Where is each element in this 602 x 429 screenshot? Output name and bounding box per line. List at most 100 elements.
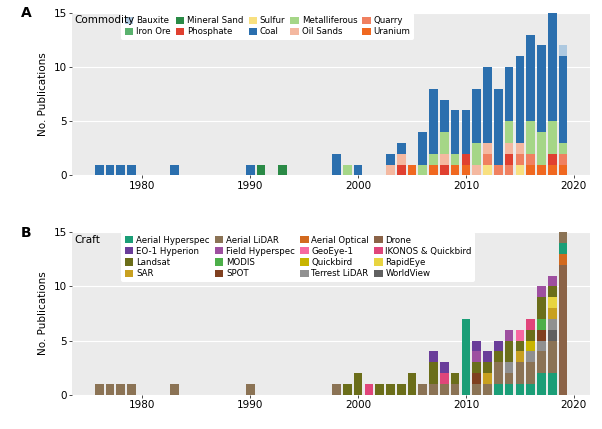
Bar — [473, 341, 481, 351]
Bar — [354, 373, 362, 395]
Bar — [386, 154, 395, 164]
Bar — [504, 373, 514, 384]
Bar — [537, 132, 546, 164]
Bar — [537, 297, 546, 319]
Bar — [473, 143, 481, 164]
Bar — [526, 164, 535, 175]
Bar — [440, 373, 448, 384]
Bar — [537, 45, 546, 132]
Bar — [559, 243, 567, 254]
Bar — [515, 143, 524, 154]
Bar — [170, 384, 179, 395]
Bar — [537, 164, 546, 175]
Bar — [440, 164, 448, 175]
Bar — [537, 341, 546, 351]
Bar — [429, 384, 438, 395]
Bar — [483, 351, 492, 362]
Bar — [116, 384, 125, 395]
Text: A: A — [20, 6, 31, 20]
Bar — [504, 154, 514, 164]
Bar — [473, 362, 481, 373]
Legend: Bauxite, Iron Ore, Mineral Sand, Phosphate, Sulfur, Coal, Metalliferous, Oil San: Bauxite, Iron Ore, Mineral Sand, Phospha… — [122, 13, 414, 40]
Bar — [170, 164, 179, 175]
Bar — [494, 89, 503, 164]
Y-axis label: No. Publications: No. Publications — [38, 52, 48, 136]
Bar — [526, 154, 535, 164]
Bar — [537, 319, 546, 330]
Bar — [548, 275, 556, 287]
Bar — [559, 45, 567, 56]
Bar — [451, 154, 459, 164]
Bar — [494, 362, 503, 384]
Bar — [504, 121, 514, 143]
Bar — [526, 121, 535, 154]
Bar — [548, 297, 556, 308]
Bar — [473, 351, 481, 362]
Bar — [246, 164, 255, 175]
Bar — [440, 362, 448, 373]
Bar — [548, 287, 556, 297]
Bar — [515, 384, 524, 395]
Bar — [397, 154, 406, 164]
Bar — [473, 384, 481, 395]
Bar — [548, 0, 556, 2]
Bar — [256, 164, 265, 175]
Bar — [515, 154, 524, 164]
Bar — [537, 287, 546, 297]
Bar — [504, 164, 514, 175]
Bar — [526, 384, 535, 395]
Bar — [127, 164, 136, 175]
Bar — [429, 164, 438, 175]
Bar — [343, 164, 352, 175]
Bar — [559, 56, 567, 143]
Bar — [451, 373, 459, 384]
Bar — [515, 341, 524, 351]
Bar — [408, 164, 417, 175]
Bar — [440, 154, 448, 164]
Bar — [418, 132, 427, 164]
Bar — [504, 384, 514, 395]
Bar — [515, 164, 524, 175]
Bar — [462, 110, 470, 154]
Bar — [559, 164, 567, 175]
Bar — [559, 211, 567, 221]
Bar — [526, 34, 535, 121]
Bar — [354, 164, 362, 175]
Bar — [473, 89, 481, 143]
Bar — [483, 67, 492, 143]
Bar — [343, 384, 352, 395]
Bar — [537, 351, 546, 373]
Bar — [548, 330, 556, 341]
Y-axis label: No. Publications: No. Publications — [38, 272, 48, 355]
Bar — [440, 100, 448, 132]
Bar — [526, 319, 535, 330]
Bar — [473, 373, 481, 384]
Bar — [559, 154, 567, 164]
Bar — [494, 341, 503, 351]
Legend: Aerial Hyperspec, EO-1 Hyperion, Landsat, SAR, Aerial LiDAR, Field Hyperspec, MO: Aerial Hyperspec, EO-1 Hyperion, Landsat… — [122, 232, 475, 281]
Bar — [494, 351, 503, 362]
Bar — [397, 164, 406, 175]
Bar — [462, 164, 470, 175]
Text: Craft: Craft — [75, 235, 101, 245]
Bar — [548, 164, 556, 175]
Bar — [559, 221, 567, 243]
Bar — [429, 351, 438, 362]
Bar — [106, 384, 114, 395]
Bar — [332, 384, 341, 395]
Bar — [440, 384, 448, 395]
Bar — [526, 362, 535, 384]
Bar — [106, 164, 114, 175]
Bar — [537, 330, 546, 341]
Bar — [548, 2, 556, 121]
Bar — [504, 67, 514, 121]
Bar — [494, 384, 503, 395]
Bar — [526, 351, 535, 362]
Bar — [559, 254, 567, 265]
Bar — [386, 384, 395, 395]
Bar — [127, 384, 136, 395]
Bar — [559, 143, 567, 154]
Bar — [451, 110, 459, 154]
Bar — [429, 154, 438, 164]
Bar — [548, 121, 556, 154]
